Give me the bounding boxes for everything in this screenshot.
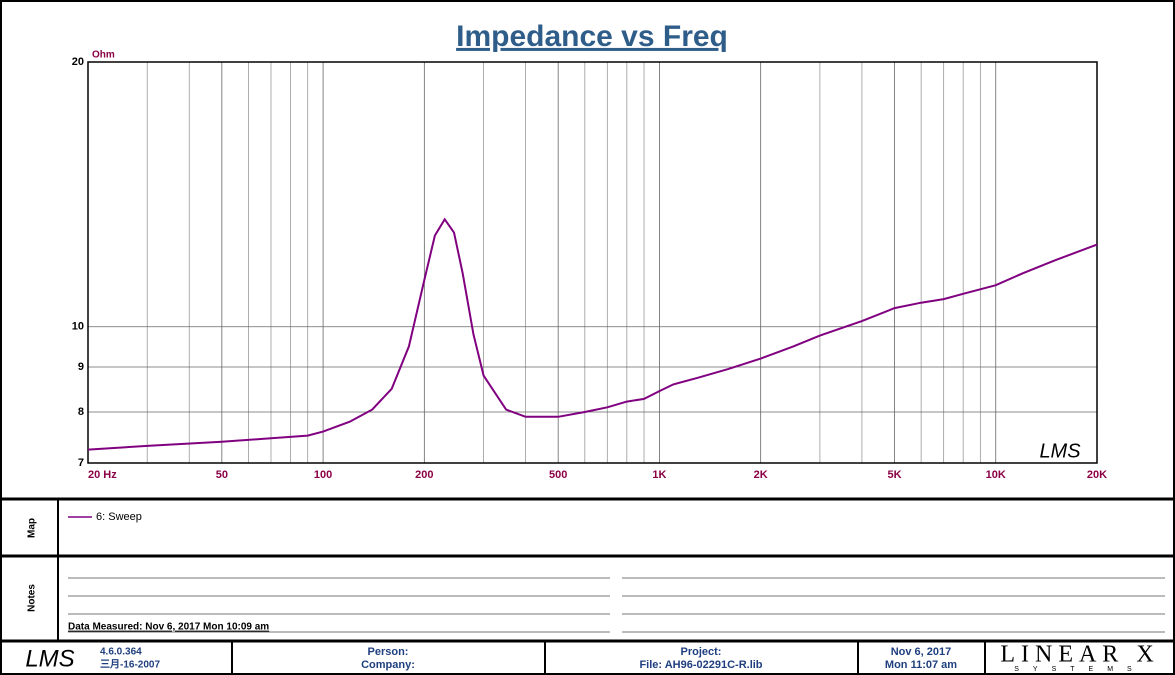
y-unit: Ohm [92, 50, 115, 61]
version-date: 三月-16-2007 [100, 659, 160, 671]
person: Person: [368, 646, 409, 658]
watermark: LMS [1039, 440, 1081, 462]
y-tick-label: 8 [78, 406, 84, 418]
time: Mon 11:07 am [885, 659, 957, 671]
company: Company: [361, 659, 415, 671]
legend-entry: 6: Sweep [96, 511, 142, 523]
footer-logo: LMS [25, 645, 74, 672]
footer-dividers [231, 641, 986, 675]
brand: LINEAR X [1000, 642, 1159, 668]
note-lines [68, 577, 1165, 633]
impedance-curve [87, 217, 1098, 451]
chart-title: Impedance vs Freq [456, 20, 728, 53]
y-tick-label: 10 [72, 321, 84, 333]
x-tick-label: 20 Hz [88, 469, 117, 481]
plot: 20 Hz 50 100 200 500 1K 2K 5K 10K 20K 7 8 9 10 20 [72, 56, 1107, 481]
map-label: Map [27, 518, 38, 538]
x-tick-label: 20K [1087, 469, 1107, 481]
x-tick-label: 10K [986, 469, 1006, 481]
notes-text: Data Measured: Nov 6, 2017 Mon 10:09 am [68, 622, 269, 633]
y-tick-label: 20 [72, 56, 84, 68]
x-tick-label: 200 [415, 469, 433, 481]
x-tick-label: 1K [652, 469, 666, 481]
version: 4.6.0.364 [100, 647, 142, 658]
y-tick-label: 9 [78, 361, 84, 373]
date: Nov 6, 2017 [891, 646, 952, 658]
y-tick-label: 7 [78, 457, 84, 469]
notes-label: Notes [27, 584, 38, 612]
plot-area [88, 62, 1097, 463]
brand-sub: SYSTEMS [1014, 666, 1145, 673]
x-tick-label: 500 [549, 469, 567, 481]
file: File: AH96-02291C-R.lib [639, 659, 762, 671]
x-tick-label: 2K [754, 469, 768, 481]
plot-frame [87, 61, 1098, 464]
x-tick-label: 100 [314, 469, 332, 481]
project: Project: [681, 646, 722, 658]
x-tick-label: 50 [216, 469, 228, 481]
x-tick-label: 5K [887, 469, 901, 481]
